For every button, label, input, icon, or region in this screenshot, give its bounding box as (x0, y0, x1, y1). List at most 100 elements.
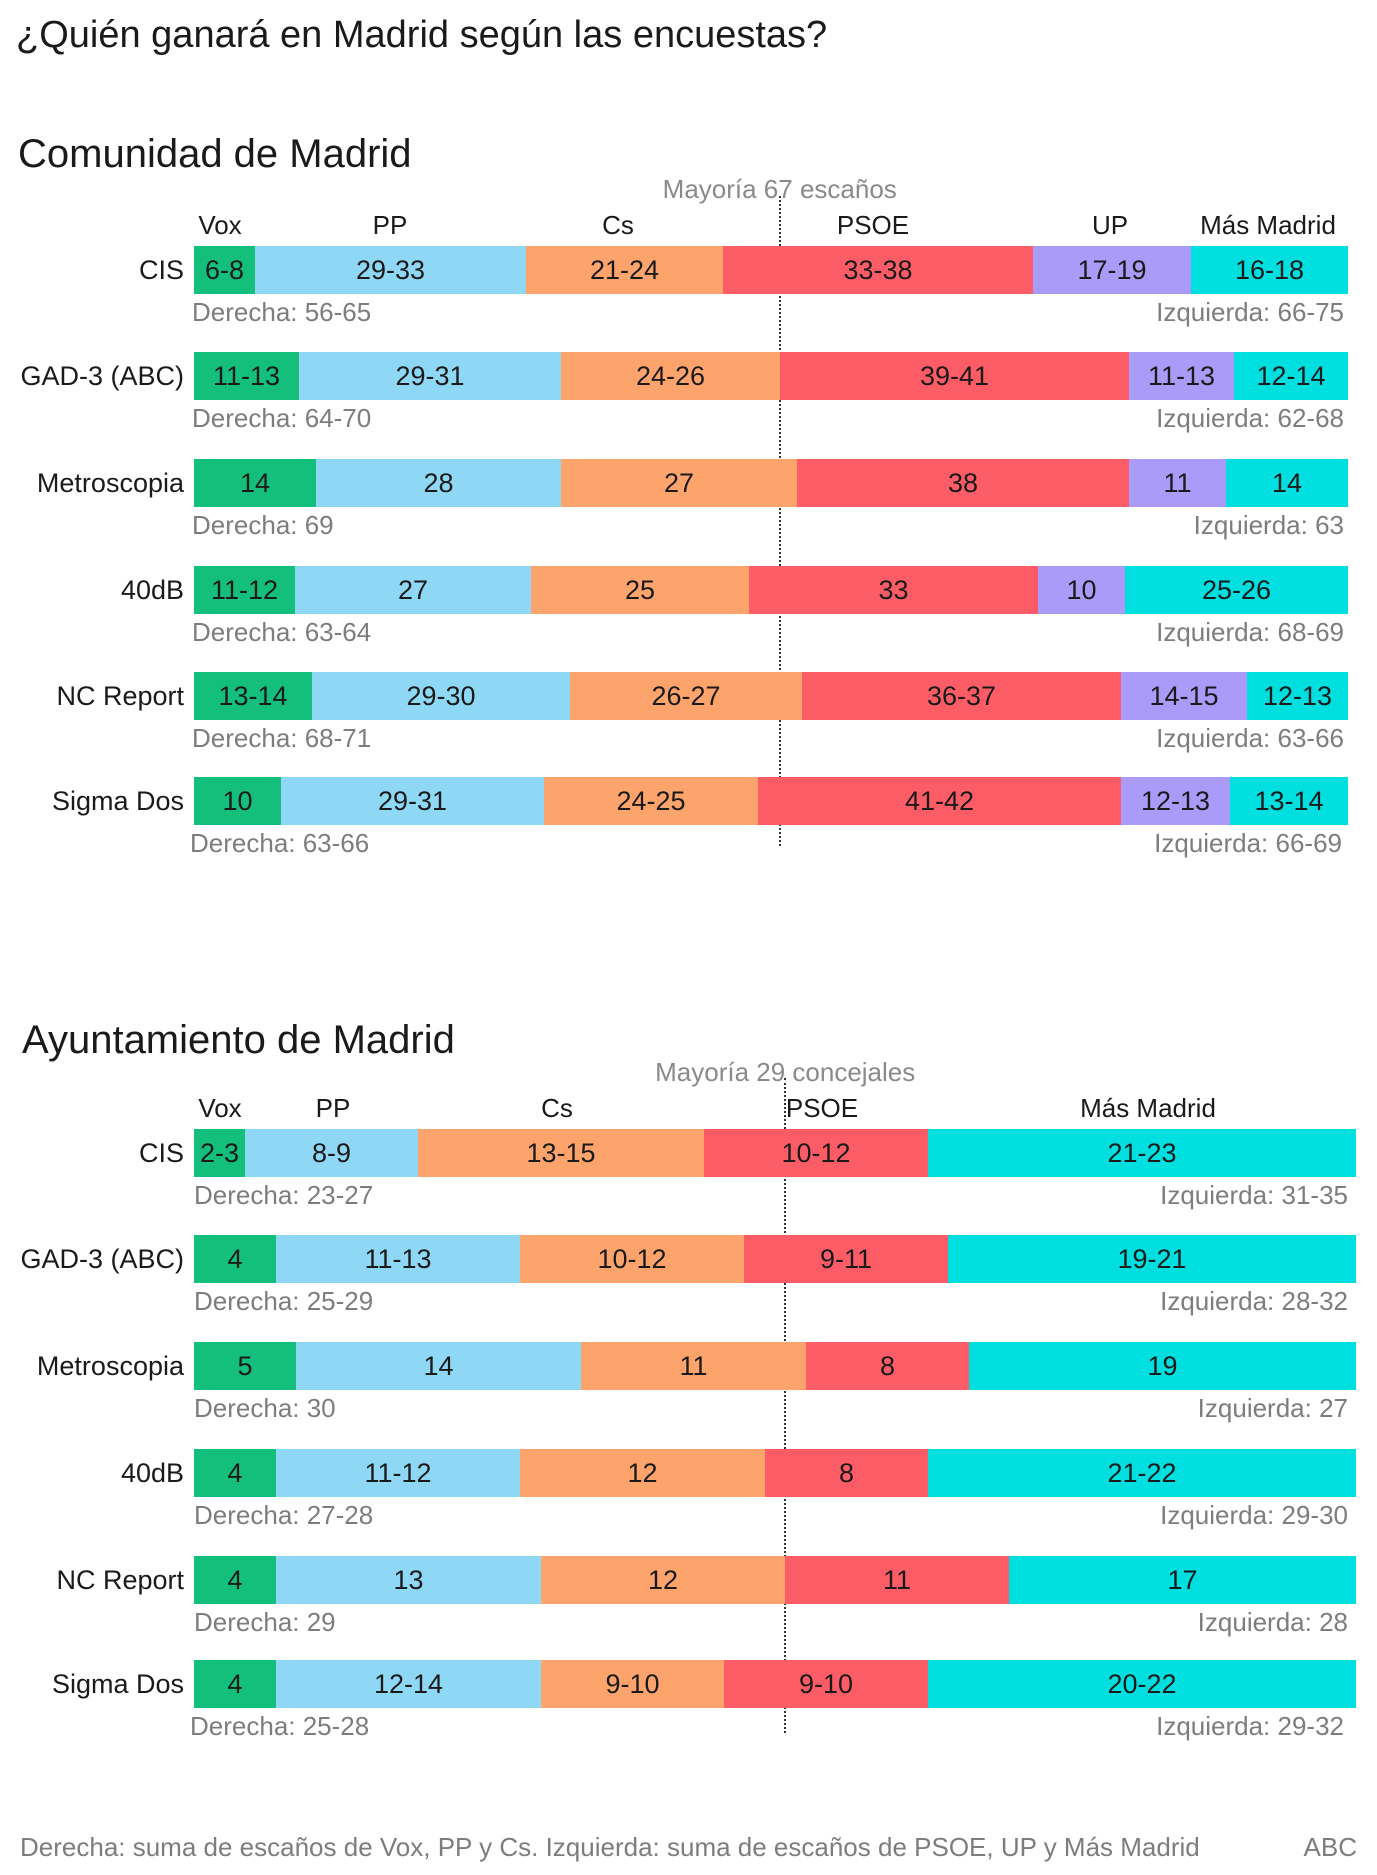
bar-segment-psoe: 9-10 (724, 1660, 928, 1708)
bar-segment-vox: 2-3 (194, 1129, 245, 1177)
izquierda-sum: Izquierda: 28-32 (1160, 1286, 1348, 1316)
izquierda-sum: Izquierda: 29-32 (1156, 1711, 1344, 1741)
bar-segment-pp: 11-13 (276, 1235, 520, 1283)
derecha-sum: Derecha: 25-29 (194, 1286, 374, 1316)
bar-segment-pp: 29-33 (255, 246, 526, 294)
party-label-up: UP (1091, 210, 1129, 240)
bar-segment-pp: 14 (296, 1342, 581, 1390)
pollster-label: NC Report (56, 681, 184, 711)
bar-segment-cs: 11 (581, 1342, 806, 1390)
footer-note: Derecha: suma de escaños de Vox, PP y Cs… (20, 1832, 1200, 1862)
bar-segment-masmadrid: 21-22 (928, 1449, 1356, 1497)
derecha-sum: Derecha: 64-70 (192, 403, 372, 433)
pollster-label: Metroscopia (36, 468, 184, 498)
bar-segment-vox: 10 (194, 777, 281, 825)
derecha-sum: Derecha: 30 (194, 1393, 336, 1423)
pollster-label: 40dB (120, 1458, 184, 1488)
bar-segment-psoe: 41-42 (758, 777, 1121, 825)
bar-segment-cs: 24-25 (544, 777, 758, 825)
bar-segment-vox: 6-8 (194, 246, 255, 294)
party-label-vox: Vox (198, 1093, 242, 1123)
bar-segment-up: 17-19 (1033, 246, 1191, 294)
majority-line (778, 196, 781, 846)
party-label-cs: Cs (602, 210, 634, 240)
majority-line (784, 1078, 787, 1733)
izquierda-sum: Izquierda: 63 (1193, 510, 1344, 540)
bar-segment-psoe: 11 (785, 1556, 1009, 1604)
bar-segment-psoe: 39-41 (780, 352, 1129, 400)
bar-segment-pp: 11-12 (276, 1449, 520, 1497)
izquierda-sum: Izquierda: 29-30 (1160, 1500, 1348, 1530)
majority-label: Mayoría 67 escaños (662, 174, 897, 204)
bar-segment-up: 12-13 (1121, 777, 1230, 825)
party-label-psoe: PSOE (836, 210, 910, 240)
bar-segment-pp: 29-30 (312, 672, 570, 720)
izquierda-sum: Izquierda: 31-35 (1160, 1180, 1348, 1210)
main-title: ¿Quién ganará en Madrid según las encues… (16, 14, 828, 56)
party-label-m-s-madrid: Más Madrid (1080, 1093, 1216, 1123)
bar-segment-up: 14-15 (1121, 672, 1247, 720)
bar-segment-pp: 27 (295, 566, 531, 614)
pollster-label: NC Report (56, 1565, 184, 1595)
pollster-label: Sigma Dos (51, 786, 184, 816)
bar-segment-masmadrid: 20-22 (928, 1660, 1356, 1708)
party-label-pp: PP (372, 210, 408, 240)
bar-segment-masmadrid: 21-23 (928, 1129, 1356, 1177)
bar-segment-masmadrid: 12-13 (1247, 672, 1348, 720)
bar-segment-cs: 12 (520, 1449, 765, 1497)
bar-segment-vox: 11-13 (194, 352, 299, 400)
bar-segment-up: 11 (1129, 459, 1226, 507)
bar-segment-cs: 21-24 (526, 246, 723, 294)
footer-source: ABC (1303, 1832, 1357, 1862)
bar-segment-masmadrid: 19 (969, 1342, 1356, 1390)
derecha-sum: Derecha: 23-27 (194, 1180, 374, 1210)
party-label-m-s-madrid: Más Madrid (1200, 210, 1336, 240)
pollster-label: CIS (138, 255, 184, 285)
bar-segment-cs: 24-26 (561, 352, 780, 400)
bar-segment-masmadrid: 13-14 (1230, 777, 1348, 825)
bar-segment-psoe: 8 (765, 1449, 928, 1497)
majority-label: Mayoría 29 concejales (655, 1057, 916, 1087)
bar-segment-vox: 4 (194, 1235, 276, 1283)
pollster-label: 40dB (120, 575, 184, 605)
bar-segment-psoe: 33-38 (723, 246, 1033, 294)
pollster-label: GAD-3 (ABC) (20, 361, 184, 391)
derecha-sum: Derecha: 68-71 (192, 723, 372, 753)
bar-segment-psoe: 8 (806, 1342, 969, 1390)
bar-segment-cs: 9-10 (541, 1660, 724, 1708)
bar-segment-masmadrid: 14 (1226, 459, 1348, 507)
pollster-label: CIS (138, 1138, 184, 1168)
bar-segment-cs: 13-15 (418, 1129, 704, 1177)
pollster-label: Metroscopia (36, 1351, 184, 1381)
bar-segment-masmadrid: 25-26 (1125, 566, 1348, 614)
izquierda-sum: Izquierda: 66-69 (1154, 828, 1342, 858)
pollster-label: GAD-3 (ABC) (20, 1244, 184, 1274)
bar-segment-psoe: 10-12 (704, 1129, 928, 1177)
derecha-sum: Derecha: 63-64 (192, 617, 372, 647)
party-label-psoe: PSOE (785, 1093, 859, 1123)
bar-segment-psoe: 38 (797, 459, 1129, 507)
bar-segment-up: 10 (1038, 566, 1125, 614)
izquierda-sum: Izquierda: 27 (1197, 1393, 1348, 1423)
bar-segment-vox: 11-12 (194, 566, 295, 614)
izquierda-sum: Izquierda: 62-68 (1156, 403, 1344, 433)
bar-segment-psoe: 9-11 (744, 1235, 948, 1283)
izquierda-sum: Izquierda: 68-69 (1156, 617, 1344, 647)
bar-segment-vox: 4 (194, 1556, 276, 1604)
party-label-vox: Vox (198, 210, 242, 240)
bar-segment-psoe: 36-37 (802, 672, 1121, 720)
bar-segment-vox: 5 (194, 1342, 296, 1390)
bar-segment-pp: 12-14 (276, 1660, 541, 1708)
bar-segment-pp: 8-9 (245, 1129, 418, 1177)
party-label-cs: Cs (541, 1093, 573, 1123)
bar-segment-pp: 28 (316, 459, 561, 507)
izquierda-sum: Izquierda: 66-75 (1156, 297, 1344, 327)
party-label-pp: PP (315, 1093, 351, 1123)
bar-segment-cs: 25 (531, 566, 749, 614)
derecha-sum: Derecha: 56-65 (192, 297, 372, 327)
pollster-label: Sigma Dos (51, 1669, 184, 1699)
bar-segment-pp: 29-31 (299, 352, 561, 400)
bar-segment-cs: 10-12 (520, 1235, 744, 1283)
bar-segment-pp: 13 (276, 1556, 541, 1604)
